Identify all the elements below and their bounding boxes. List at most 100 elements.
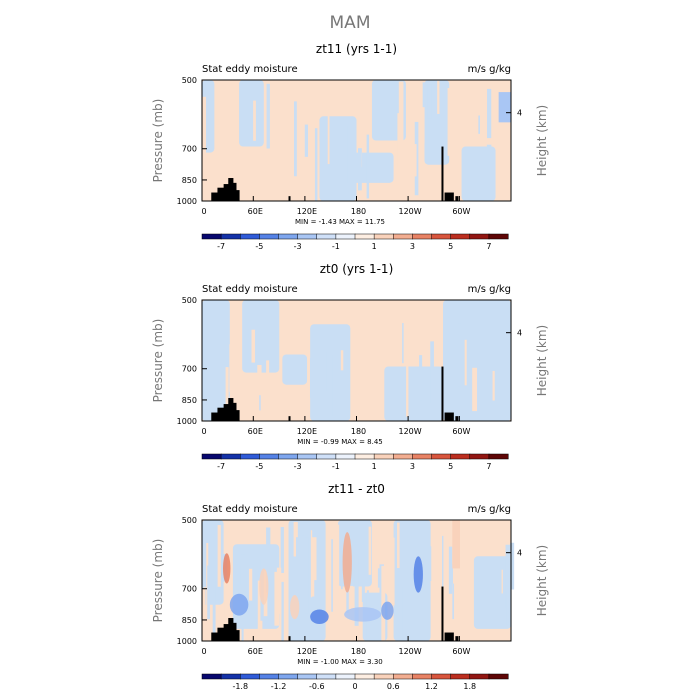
colorbar-swatch xyxy=(469,233,490,240)
x-tick-label: 0 xyxy=(201,647,206,656)
contour-field xyxy=(202,520,515,641)
colorbar-tick-label: 5 xyxy=(448,242,453,251)
colorbar-tick-label: 3 xyxy=(410,462,415,471)
x-tick-label: 0 xyxy=(201,207,206,216)
colorbar-swatch xyxy=(240,453,260,460)
colorbar-swatch xyxy=(335,233,356,240)
x-tick-label: 60W xyxy=(452,427,470,436)
colorbar-tick-label: 0 xyxy=(352,682,357,691)
colorbar-swatch xyxy=(297,673,318,680)
y-tick-label: 1000 xyxy=(177,637,197,646)
y-tick-label: 700 xyxy=(182,365,197,374)
colorbar-swatch xyxy=(469,453,490,460)
y-tick-label: 1000 xyxy=(177,417,197,426)
colorbar-swatch xyxy=(412,453,433,460)
colorbar-swatch xyxy=(335,453,356,460)
x-tick-label: 60W xyxy=(452,647,470,656)
colorbar-swatch xyxy=(488,233,509,240)
minmax-text: MIN = -1.00 MAX = 3.30 xyxy=(297,658,383,666)
colorbar-swatch xyxy=(278,233,299,240)
colorbar-swatch xyxy=(431,673,452,680)
y-axis-label: Pressure (mb) xyxy=(151,319,165,403)
y-tick-label: 850 xyxy=(182,176,197,185)
panel-1: zt11 (yrs 1-1) Stat eddy moisture m/s g/kg… xyxy=(151,42,549,251)
y-tick-label: 500 xyxy=(182,296,197,305)
colorbar-tick-label: 5 xyxy=(448,462,453,471)
panel-title: zt11 - zt0 xyxy=(328,482,385,496)
colorbar: -7 -5 -3 -1 1 3 5 7 xyxy=(201,453,509,471)
colorbar: -7 -5 -3 -1 1 3 5 7 xyxy=(201,233,509,251)
colorbar-swatch xyxy=(373,453,394,460)
colorbar-swatch xyxy=(201,233,222,240)
colorbar-swatch xyxy=(220,233,241,240)
panel-right-label: m/s g/kg xyxy=(468,64,511,75)
panel-3: zt11 - zt0 Stat eddy moisture m/s g/kg 500 7… xyxy=(151,482,549,691)
colorbar-tick-label: -1.2 xyxy=(271,682,287,691)
colorbar-tick-label: -5 xyxy=(255,242,263,251)
colorbar-swatch xyxy=(259,453,280,460)
terrain-mask xyxy=(211,586,459,641)
colorbar-swatch xyxy=(488,673,509,680)
colorbar-swatch xyxy=(450,673,471,680)
y-right-tick-label: 4 xyxy=(517,549,522,558)
contour-field xyxy=(202,300,512,421)
x-tick-label: 120W xyxy=(399,207,422,216)
x-tick-label: 0 xyxy=(201,427,206,436)
y-right-axis-label: Height (km) xyxy=(535,545,549,616)
colorbar-swatch xyxy=(240,233,260,240)
colorbar-swatch xyxy=(278,673,299,680)
colorbar-swatch xyxy=(297,233,318,240)
colorbar-swatch xyxy=(335,673,356,680)
colorbar-swatch xyxy=(450,453,471,460)
minmax-text: MIN = -1.43 MAX = 11.75 xyxy=(295,218,385,226)
colorbar-swatch xyxy=(431,233,452,240)
contour-field xyxy=(202,80,511,201)
colorbar-swatch xyxy=(240,673,260,680)
x-tick-label: 120W xyxy=(399,427,422,436)
colorbar-tick-label: 3 xyxy=(410,242,415,251)
figure-title: MAM xyxy=(330,13,371,33)
colorbar-tick-label: -1.8 xyxy=(232,682,248,691)
colorbar-swatch xyxy=(354,673,375,680)
y-tick-label: 700 xyxy=(182,585,197,594)
colorbar-tick-label: -3 xyxy=(294,242,302,251)
y-tick-label: 700 xyxy=(182,145,197,154)
colorbar-tick-label: -3 xyxy=(294,462,302,471)
x-tick-label: 60E xyxy=(248,647,263,656)
terrain-mask xyxy=(211,366,459,421)
panel-2: zt0 (yrs 1-1) Stat eddy moisture m/s g/kg 5… xyxy=(151,262,549,471)
colorbar-swatch xyxy=(278,453,299,460)
colorbar-swatch xyxy=(412,673,433,680)
colorbar-swatch xyxy=(431,453,452,460)
y-tick-label: 500 xyxy=(182,76,197,85)
colorbar-swatch xyxy=(373,233,394,240)
colorbar-tick-label: 7 xyxy=(486,242,491,251)
y-tick-label: 850 xyxy=(182,396,197,405)
panel-left-label: Stat eddy moisture xyxy=(202,64,298,75)
colorbar-tick-label: 1 xyxy=(372,462,377,471)
colorbar-tick-label: -5 xyxy=(255,462,263,471)
colorbar-swatch xyxy=(373,673,394,680)
colorbar-swatch xyxy=(220,453,241,460)
colorbar-swatch xyxy=(393,673,413,680)
colorbar-swatch xyxy=(316,673,337,680)
y-tick-label: 1000 xyxy=(177,197,197,206)
colorbar-swatch xyxy=(316,233,337,240)
colorbar-swatch xyxy=(412,233,433,240)
panel-right-label: m/s g/kg xyxy=(468,504,511,515)
x-tick-label: 120W xyxy=(399,647,422,656)
x-tick-label: 180 xyxy=(351,647,366,656)
x-tick-label: 60E xyxy=(248,427,263,436)
colorbar-swatch xyxy=(201,453,222,460)
y-axis-label: Pressure (mb) xyxy=(151,99,165,183)
colorbar-swatch xyxy=(354,233,375,240)
colorbar-tick-label: 1.2 xyxy=(425,682,438,691)
y-tick-label: 850 xyxy=(182,616,197,625)
colorbar-swatch xyxy=(469,673,490,680)
colorbar-tick-label: -7 xyxy=(217,462,225,471)
y-right-axis-label: Height (km) xyxy=(535,105,549,176)
colorbar-tick-label: -7 xyxy=(217,242,225,251)
x-tick-label: 120E xyxy=(297,427,317,436)
colorbar-swatch xyxy=(354,453,375,460)
